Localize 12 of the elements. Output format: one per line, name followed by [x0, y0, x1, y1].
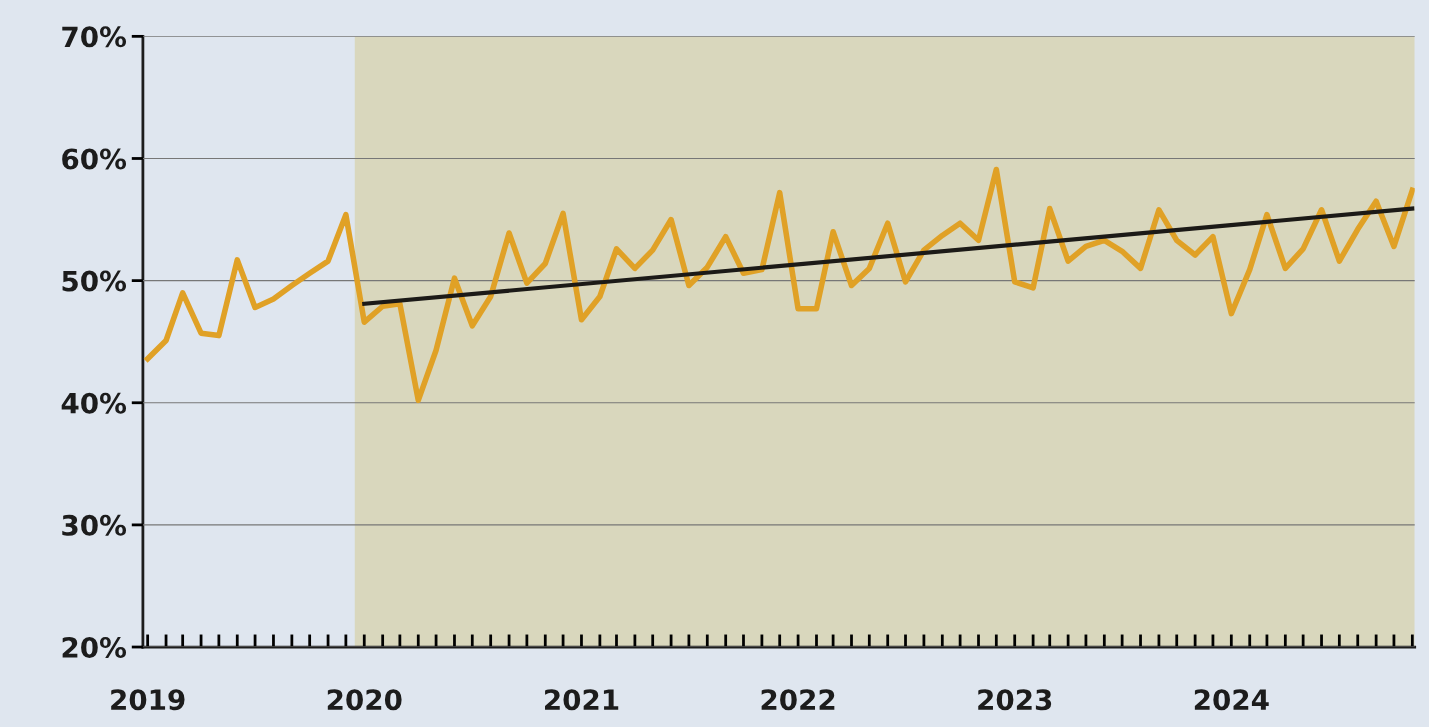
x-tick-label: 2024 — [1194, 689, 1269, 711]
y-tick-label: 40% — [61, 392, 127, 414]
y-tick-label: 50% — [62, 270, 127, 292]
x-tick-label: 2022 — [761, 689, 835, 711]
x-tick-label: 2023 — [978, 689, 1052, 711]
y-tick-label: 30% — [62, 514, 127, 536]
y-tick-label: 60% — [62, 148, 127, 170]
y-tick-label: 70% — [62, 26, 127, 48]
y-tick-label: 20% — [62, 636, 127, 658]
x-tick-label: 2019 — [111, 689, 185, 711]
x-tick-label: 2021 — [545, 689, 619, 711]
x-tick-label: 2020 — [327, 689, 402, 711]
